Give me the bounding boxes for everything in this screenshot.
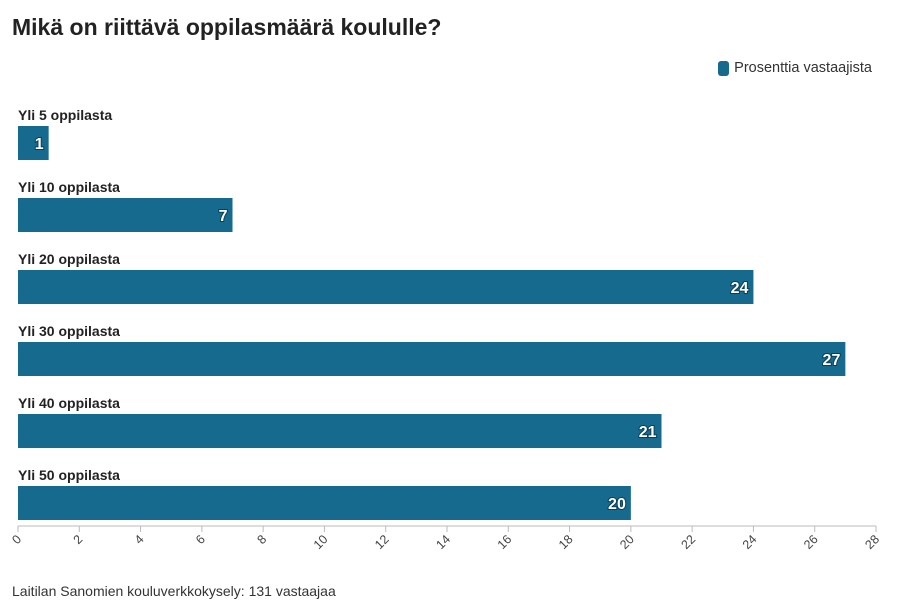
category-label: Yli 10 oppilasta (18, 179, 120, 195)
bar (18, 126, 49, 160)
bar-value-label: 1 (35, 136, 44, 153)
x-tick-label: 12 (372, 532, 392, 552)
bar-value-label: 27 (823, 352, 841, 369)
bar (18, 198, 233, 232)
chart-title: Mikä on riittävä oppilasmäärä koululle? (12, 14, 442, 40)
legend: Prosenttia vastaajista (718, 60, 872, 76)
category-label: Yli 40 oppilasta (18, 395, 120, 411)
category-label: Yli 20 oppilasta (18, 251, 120, 267)
bar-value-label: 24 (731, 280, 749, 297)
category-label: Yli 30 oppilasta (18, 323, 120, 339)
x-tick-label: 16 (495, 532, 515, 552)
x-tick-label: 14 (433, 532, 453, 552)
legend-swatch (718, 60, 730, 76)
x-tick-label: 28 (862, 532, 882, 552)
x-tick-label: 8 (254, 532, 269, 547)
x-tick-label: 24 (740, 532, 760, 552)
category-label: Yli 50 oppilasta (18, 467, 120, 483)
x-tick-label: 4 (132, 532, 147, 547)
bar-value-label: 21 (639, 424, 657, 441)
bar-value-label: 7 (219, 208, 228, 225)
x-tick-label: 22 (679, 532, 699, 552)
bar-value-label: 20 (608, 496, 626, 513)
x-tick-label: 0 (9, 532, 24, 547)
x-tick-label: 6 (193, 532, 208, 547)
x-tick-label: 20 (617, 532, 637, 552)
x-tick-label: 2 (71, 532, 86, 547)
bar (18, 270, 754, 304)
x-tick-label: 10 (311, 532, 331, 552)
bar (18, 414, 662, 448)
x-tick-label: 26 (801, 532, 821, 552)
bar (18, 486, 631, 520)
category-label: Yli 5 oppilasta (18, 107, 112, 123)
source-note: Laitilan Sanomien kouluverkkokysely: 131… (12, 583, 336, 599)
bar (18, 342, 846, 376)
x-tick-label: 18 (556, 532, 576, 552)
legend-label: Prosenttia vastaajista (734, 60, 872, 76)
